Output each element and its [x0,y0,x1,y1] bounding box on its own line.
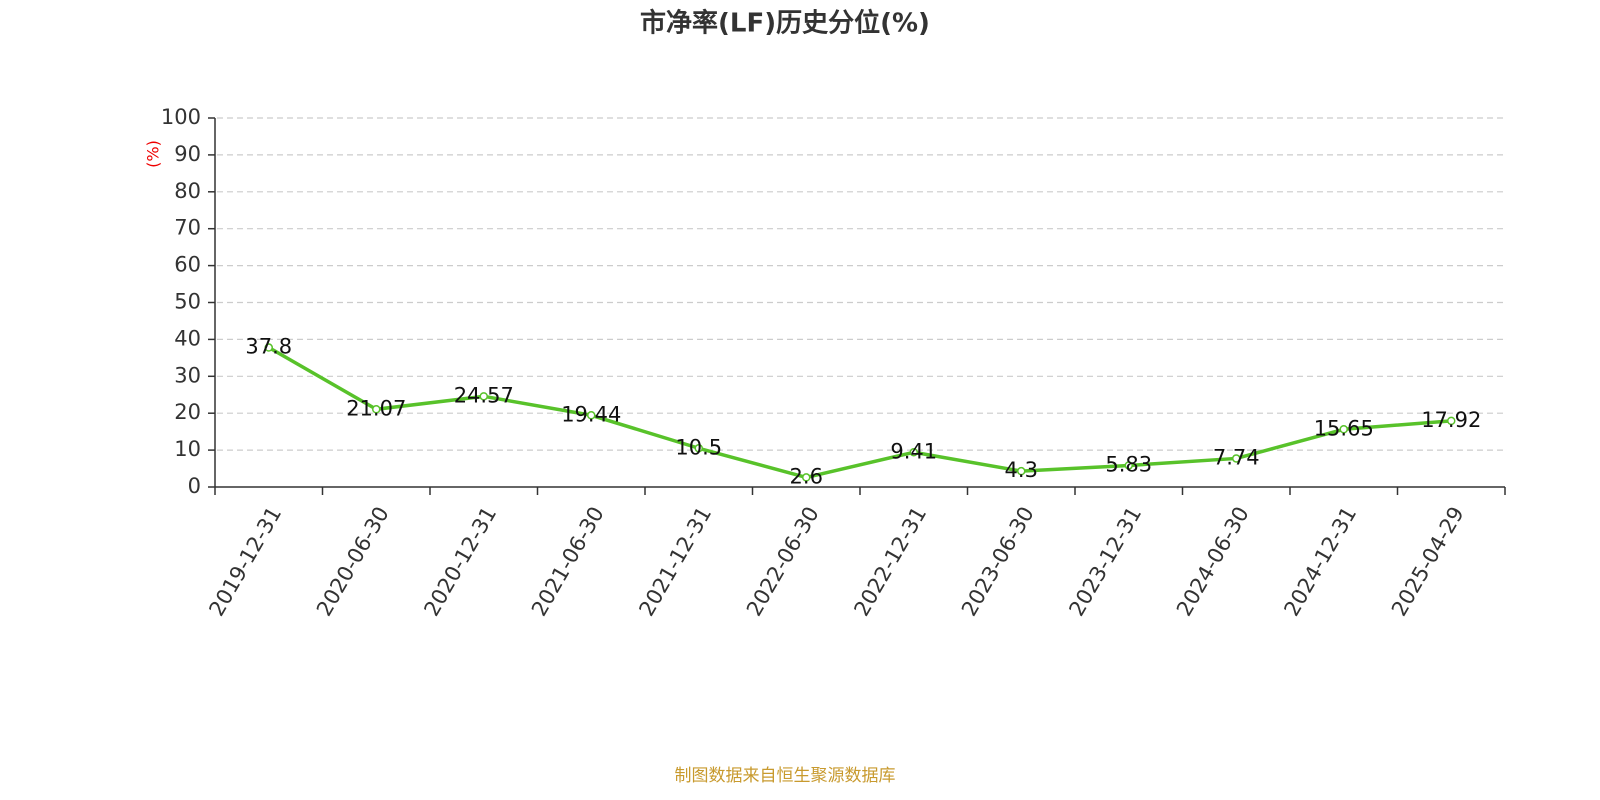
value-label: 4.3 [1005,458,1038,482]
value-label: 10.5 [675,435,722,459]
x-tick-label: 2024-12-31 [1279,503,1361,621]
line [267,346,1452,480]
point [1339,425,1348,434]
x-tick-label: 2024-06-30 [1172,503,1254,621]
value-label: 7.74 [1213,445,1260,469]
y-tick-label: 10 [174,437,201,461]
value-label: 21.07 [346,396,406,420]
x-tick-label: 2025-04-29 [1387,503,1469,621]
value-label: 2.6 [790,464,823,488]
x-tick-label: 2021-12-31 [634,503,716,621]
y-tick-label: 80 [174,179,201,203]
y-tick-label: 0 [188,474,201,498]
y-tick-label: 70 [174,216,201,240]
y-tick-label: 30 [174,363,201,387]
x-tick-label: 2019-12-31 [204,503,286,621]
y-tick-label: 90 [174,142,201,166]
point [264,343,273,352]
x-tick-label: 2020-12-31 [419,503,501,621]
y-tick-label: 40 [174,326,201,350]
value-label: 24.57 [454,383,514,407]
y-tick-label: 50 [174,290,201,314]
x-tick-label: 2021-06-30 [527,503,609,621]
value-label: 5.83 [1105,452,1152,476]
point [909,448,918,457]
x-tick-label: 2020-06-30 [312,503,394,621]
y-tick-label: 100 [161,105,201,129]
point [802,473,811,482]
point [1447,416,1456,426]
point [1124,461,1133,470]
value-label: 15.65 [1314,416,1374,440]
value-label: 19.44 [561,402,621,426]
value-label: 17.92 [1421,408,1481,432]
y-tick-label: 20 [174,400,201,424]
chart-title: 市净率(LF)历史分位(%) [640,8,930,39]
x-tick-label: 2023-12-31 [1064,503,1146,621]
point [1232,454,1241,463]
x-tick-label: 2022-06-30 [742,503,824,621]
x-tick-label: 2022-12-31 [849,503,931,621]
value-label: 9.41 [890,439,937,463]
x-tick-label: 2023-06-30 [957,503,1039,621]
point [372,405,381,414]
y-tick-label: 60 [174,253,201,277]
point [694,444,703,453]
value-label: 37.8 [245,335,292,359]
y-axis-label: (%) [144,140,163,168]
point [479,392,488,401]
point [587,411,596,420]
source-note: 制图数据来自恒生聚源数据库 [675,766,896,786]
point [1017,466,1026,476]
